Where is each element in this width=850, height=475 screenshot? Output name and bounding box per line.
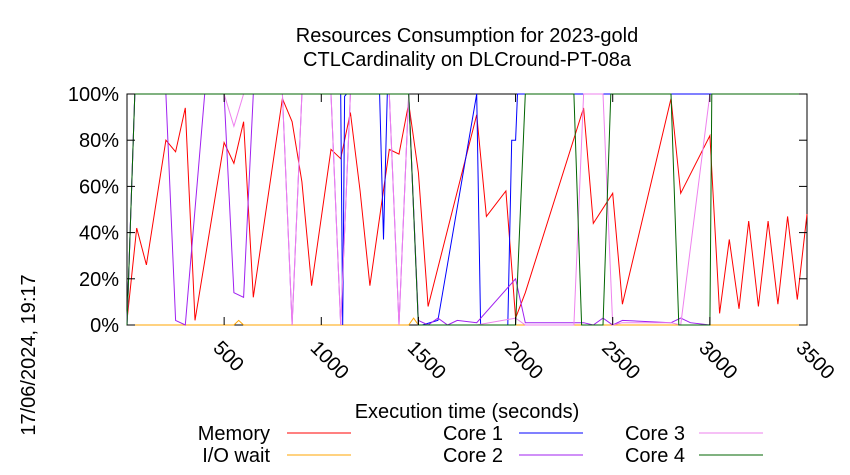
x-tick-label: 3500 (791, 337, 838, 384)
series-line-i-o-wait (127, 317, 807, 326)
series-line-core-3 (126, 93, 711, 326)
series-line-core-2 (126, 93, 710, 326)
side-timestamp-label: 17/06/2024, 19:17 (18, 274, 40, 435)
legend-label: Memory (198, 423, 270, 445)
chart-title: Resources Consumption for 2023-gold (296, 25, 638, 47)
y-axis: 0% 20% 40% 60% 80% 100% (68, 84, 807, 337)
plot-frame (126, 93, 808, 326)
x-tick-label: 3000 (694, 337, 741, 384)
y-tick-label: 60% (79, 176, 119, 198)
legend-label: Core 1 (443, 423, 503, 445)
legend-label: Core 4 (625, 445, 685, 467)
y-tick-label: 40% (79, 223, 119, 245)
legend-label: Core 2 (443, 445, 503, 467)
x-tick-label: 1500 (403, 337, 450, 384)
y-tick-label: 80% (79, 130, 119, 152)
series-line-core-1 (126, 93, 807, 326)
x-tick-label: 2500 (597, 337, 644, 384)
x-tick-label: 2000 (500, 337, 547, 384)
legend-label: I/O wait (202, 445, 270, 467)
y-tick-label: 0% (90, 315, 119, 337)
y-tick-label: 100% (68, 84, 119, 106)
series-layer (126, 93, 808, 326)
x-tick-label: 1000 (306, 337, 353, 384)
y-tick-label: 20% (79, 269, 119, 291)
legend-label: Core 3 (625, 423, 685, 445)
series-line-memory (126, 96, 808, 321)
plot-area (126, 93, 808, 326)
series-line-core-4 (126, 93, 807, 326)
chart-subtitle: CTLCardinality on DLCround-PT-08a (303, 49, 632, 71)
x-axis-label: Execution time (seconds) (355, 401, 580, 423)
x-tick-label: 500 (209, 337, 248, 376)
